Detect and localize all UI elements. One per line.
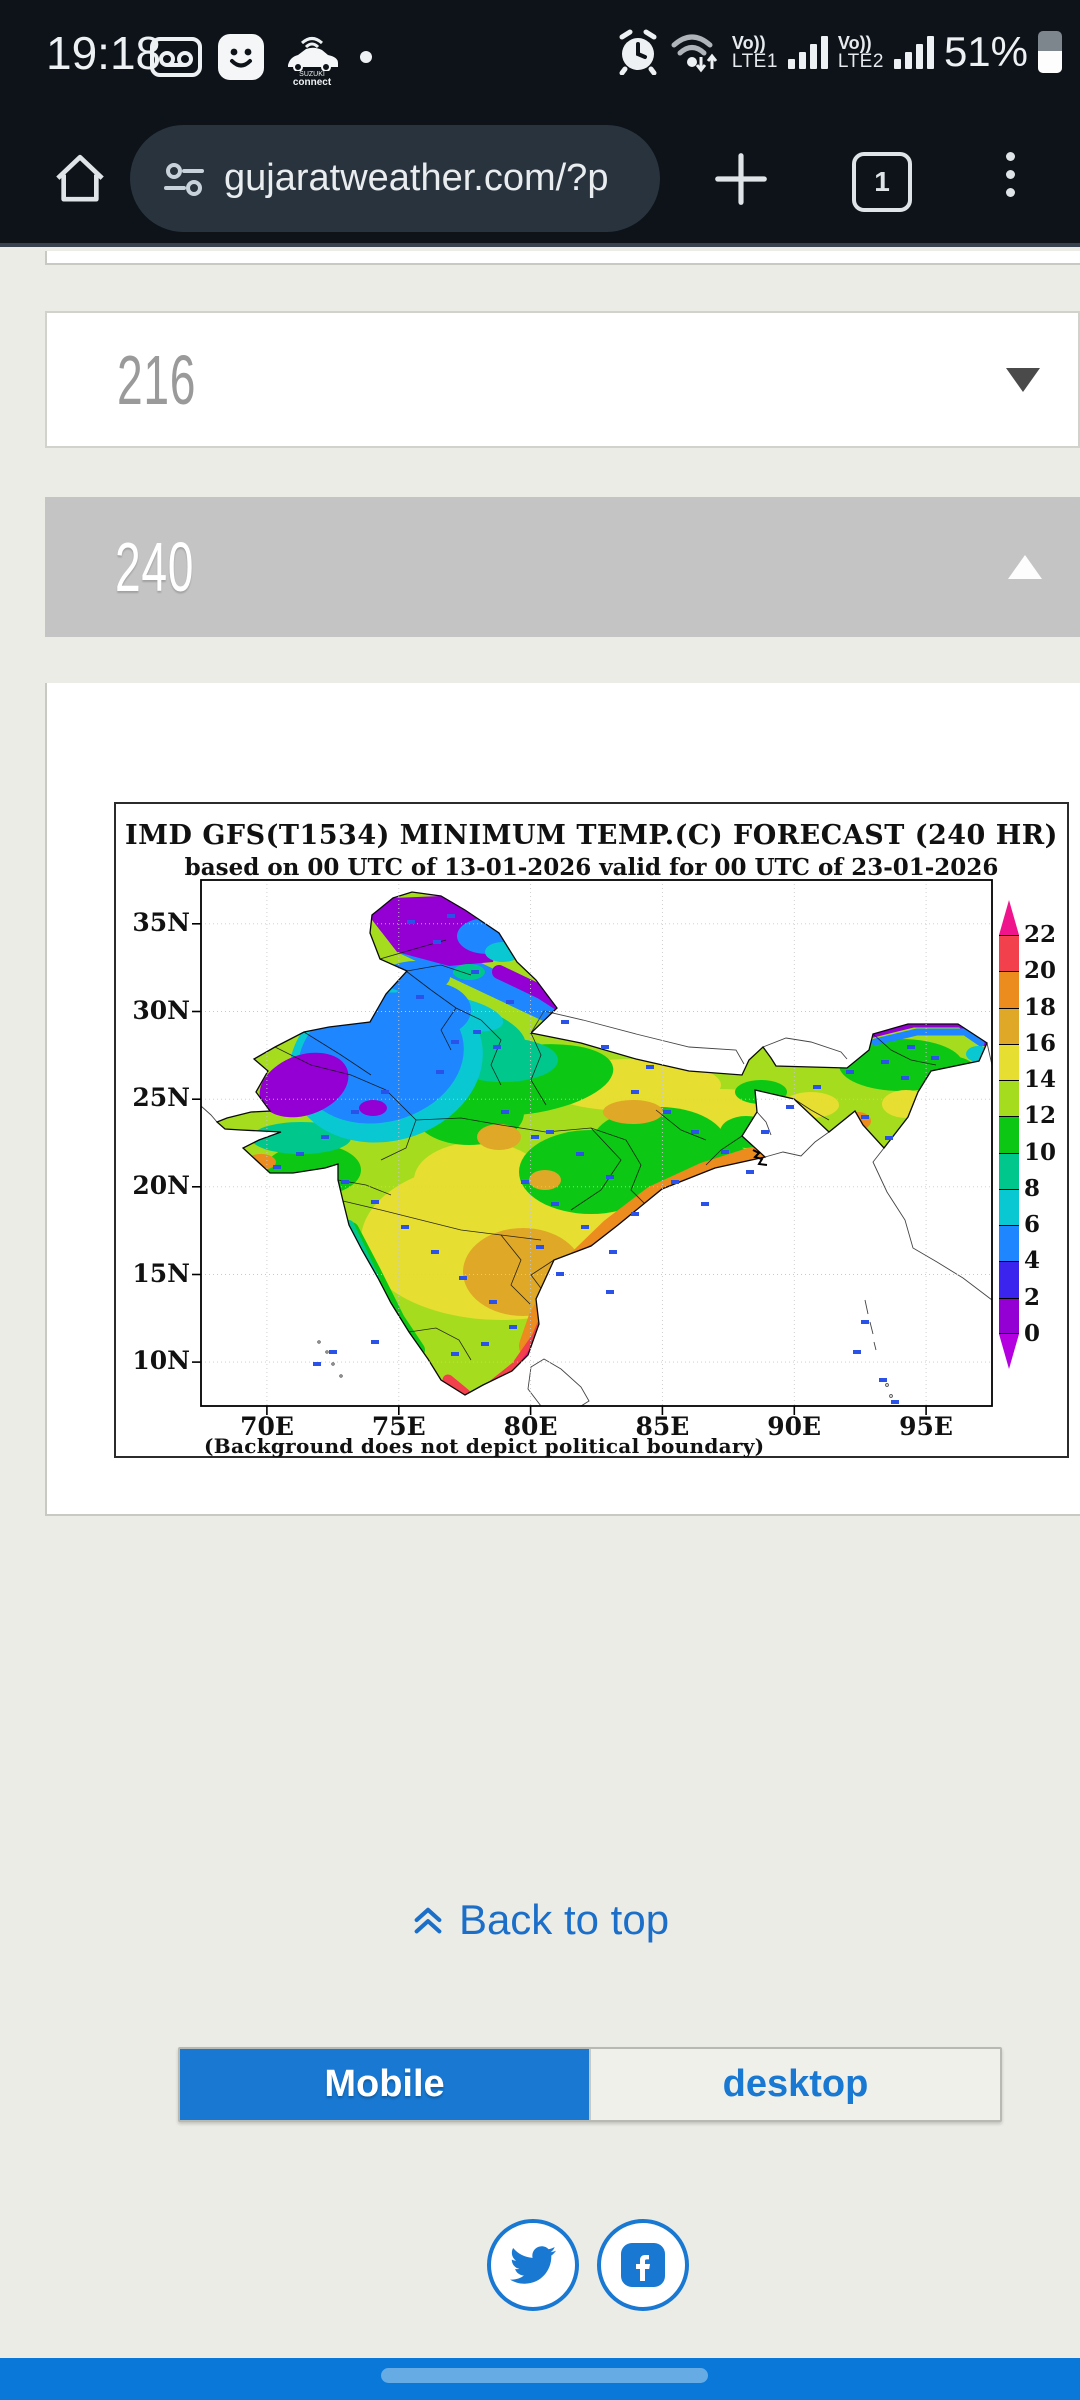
url-text[interactable]: gujaratweather.com/?p (224, 157, 609, 199)
india-outline (215, 891, 988, 1396)
facebook-icon (621, 2243, 665, 2287)
neighbour-outlines (200, 1010, 993, 1407)
sim2-network-label: Vo)) LTE2 (837, 32, 884, 72)
colorbar-segment (999, 1297, 1019, 1334)
battery-icon (1038, 31, 1062, 73)
colorbar-segment (999, 1261, 1019, 1298)
colorbar-below-min-arrow (999, 1333, 1019, 1369)
colorbar-tick-label: 4 (1024, 1247, 1041, 1275)
x-tick-label: 70E (240, 1412, 294, 1441)
x-tick-label: 80E (503, 1412, 558, 1441)
colorbar-tick-label: 10 (1024, 1138, 1057, 1166)
home-button[interactable] (52, 148, 108, 206)
station-cluster-scribble (752, 1149, 768, 1166)
colorbar-tick-label: 0 (1024, 1320, 1041, 1347)
map-title: IMD GFS(T1534) MINIMUM TEMP.(C) FORECAST… (125, 820, 1058, 851)
colorbar-tick-label: 8 (1024, 1174, 1041, 1202)
tab-switcher-button[interactable]: 1 (852, 152, 912, 212)
colorbar-segment (999, 1225, 1019, 1262)
colorbar-segment (999, 1188, 1019, 1226)
double-chevron-up-icon (414, 1907, 442, 1934)
colorbar-tick-label: 12 (1024, 1102, 1057, 1130)
colorbar-tick-label: 6 (1024, 1211, 1041, 1239)
map-footnote: (Background does not depict political bo… (204, 1434, 765, 1458)
colorbar-tick-label: 22 (1024, 921, 1057, 948)
more-notifications-dot-icon (360, 51, 372, 63)
accordion-item-216[interactable]: 216 (45, 311, 1080, 448)
browser-chrome: 19:18 (0, 0, 1080, 247)
battery-percent: 51% (943, 28, 1028, 75)
x-tick-label: 85E (635, 1412, 690, 1441)
y-tick-label: 20N (132, 1170, 190, 1200)
chevron-up-icon (1008, 555, 1042, 579)
axis-ticks (192, 922, 927, 1415)
colorbar-above-max-arrow (999, 900, 1019, 935)
sim1-network-label: Vo)) LTE1 (731, 32, 778, 72)
y-tick-label: 25N (132, 1083, 190, 1113)
url-bar[interactable]: gujaratweather.com/?p (130, 125, 660, 232)
desktop-view-button[interactable]: desktop (589, 2049, 1000, 2120)
smiley-app-notification-icon (218, 34, 264, 80)
y-tick-label: 15N (132, 1258, 190, 1288)
new-tab-button[interactable] (710, 148, 772, 210)
x-tick-label: 90E (767, 1412, 822, 1441)
alarm-clock-icon (619, 29, 657, 75)
station-code-marks (273, 914, 939, 1404)
colorbar-segment (999, 1116, 1019, 1153)
connect-text: connect (292, 77, 332, 88)
colorbar-segment (999, 1080, 1019, 1117)
suzuki-connect-notification-icon: SUZUKI connect (280, 31, 344, 88)
colorbar-tick-label: 14 (1024, 1066, 1057, 1094)
facebook-share-button[interactable] (597, 2219, 689, 2311)
temperature-colorbar (999, 900, 1019, 1369)
colorbar-tick-label: 20 (1024, 957, 1057, 985)
map-subtitle: based on 00 UTC of 13-01-2026 valid for … (184, 854, 999, 881)
accordion-item-240[interactable]: 240 (45, 497, 1080, 637)
scrollbar-thumb[interactable] (381, 2368, 708, 2383)
colorbar-segment (999, 1007, 1019, 1044)
mobile-view-button[interactable]: Mobile (180, 2049, 589, 2120)
y-tick-label: 10N (132, 1346, 190, 1376)
wifi-icon (671, 34, 718, 73)
status-time: 19:18 (46, 27, 162, 79)
sim2-signal-icon (893, 35, 934, 69)
accordion-216-label: 216 (117, 340, 197, 419)
colorbar-segment (999, 1152, 1019, 1189)
y-tick-label: 35N (132, 907, 190, 937)
view-mode-toggle: Mobile desktop (178, 2047, 1002, 2122)
twitter-bird-icon (510, 2246, 556, 2284)
x-tick-label: 95E (899, 1412, 953, 1441)
colorbar-segment (999, 971, 1019, 1008)
site-settings-icon[interactable] (162, 157, 206, 201)
tab-count: 1 (874, 166, 890, 197)
twitter-share-button[interactable] (487, 2219, 579, 2311)
forecast-map-figure: IMD GFS(T1534) MINIMUM TEMP.(C) FORECAST… (114, 802, 1069, 1458)
accordion-240-label: 240 (115, 528, 195, 606)
colorbar-segment (999, 935, 1019, 972)
previous-panel-bottom-edge (45, 251, 1080, 265)
colorbar-tick-label: 18 (1024, 993, 1057, 1021)
suzuki-brand-text: SUZUKI (299, 71, 325, 78)
y-tick-label: 30N (132, 995, 190, 1025)
back-to-top-link[interactable]: Back to top (0, 1885, 1080, 1955)
accordion-240-content-panel: IMD GFS(T1534) MINIMUM TEMP.(C) FORECAST… (45, 683, 1080, 1516)
voicemail-notification-icon (150, 37, 202, 77)
browser-menu-button[interactable] (1006, 152, 1015, 197)
colorbar-tick-label: 2 (1024, 1283, 1041, 1311)
colorbar-segment (999, 1043, 1019, 1081)
back-to-top-label: Back to top (458, 1896, 670, 1943)
plot-frame (200, 879, 993, 1407)
chevron-down-icon (1006, 367, 1040, 392)
colorbar-tick-label: 16 (1024, 1029, 1057, 1057)
india-temperature-map (192, 879, 993, 1415)
sim1-signal-icon (787, 35, 828, 69)
x-tick-label: 75E (371, 1412, 426, 1441)
